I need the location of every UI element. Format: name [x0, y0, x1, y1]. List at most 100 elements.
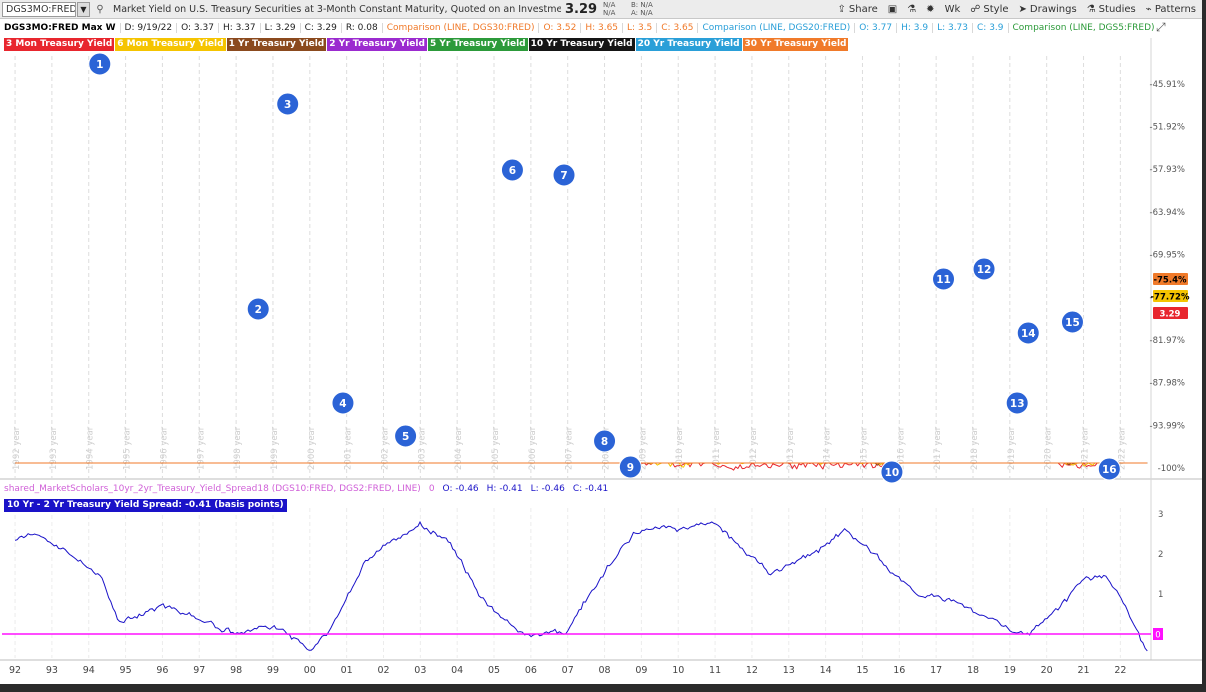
data-box-button[interactable]: ▣: [888, 4, 897, 15]
year-label: 1993 year: [49, 426, 59, 470]
x-tick-label: 20: [1041, 665, 1053, 676]
x-tick-label: 13: [783, 665, 795, 676]
annotation-label: 16: [1102, 464, 1117, 476]
quote-item: O: 3.52: [539, 22, 582, 33]
legend-item: 2 Yr Treasury Yield: [327, 38, 427, 51]
year-label: 2007 year: [565, 426, 575, 470]
annotation-marker: [1016, 321, 1040, 345]
year-label: 2017 year: [933, 426, 943, 470]
x-tick-label: 16: [893, 665, 905, 676]
annotation-label: 4: [339, 398, 346, 410]
annotation-marker: [593, 429, 617, 453]
annotation-label: 8: [601, 436, 608, 448]
year-label: 1994 year: [86, 426, 96, 470]
annotation-marker: [932, 267, 956, 291]
studies-label: Studies: [1098, 3, 1136, 15]
annotation-marker: [880, 460, 904, 484]
period-button[interactable]: Wk: [945, 4, 961, 15]
legend-item: 5 Yr Treasury Yield: [427, 38, 528, 51]
annotation-label: 12: [977, 264, 992, 276]
last-price: 3.29: [565, 1, 598, 17]
lower-title-item: shared_MarketScholars_10yr_2yr_Treasury_…: [4, 484, 421, 494]
year-label: 2012 year: [749, 426, 759, 470]
x-tick-label: 95: [120, 665, 132, 676]
year-label: 2013 year: [786, 426, 796, 470]
x-tick-label: 00: [304, 665, 316, 676]
share-button[interactable]: ⇪ Share: [838, 4, 878, 15]
x-tick-label: 98: [230, 665, 242, 676]
share-icon: ⇪: [837, 3, 846, 15]
year-label: 2000 year: [307, 426, 317, 470]
annotation-label: 1: [96, 59, 103, 71]
net-change-value: N/A: [603, 1, 616, 9]
year-label: 2009 year: [638, 426, 648, 470]
y-tick-label: -57.93%: [1150, 165, 1185, 175]
x-tick-label: 14: [820, 665, 832, 676]
year-label: 2021 year: [1081, 426, 1091, 470]
x-tick-label: 92: [9, 665, 21, 676]
x-tick-label: 15: [856, 665, 868, 676]
data-box-icon: ▣: [887, 3, 898, 15]
studies-button[interactable]: ⚗ Studies: [1087, 4, 1136, 15]
quote-item: H: 3.37: [219, 22, 261, 33]
style-button[interactable]: ☍ Style: [970, 4, 1008, 15]
symbol-dropdown-icon[interactable]: ▼: [77, 1, 90, 17]
annotation-label: 5: [402, 431, 409, 443]
studies-flask-icon: ⚗: [1086, 3, 1096, 15]
x-tick-label: 22: [1114, 665, 1126, 676]
annotation-marker: [276, 92, 300, 116]
year-label: 2004 year: [454, 426, 464, 470]
legend-item: 6 Mon Treasury Yield: [115, 38, 226, 51]
ask-value: A: N/A: [631, 9, 653, 17]
x-tick-label: 94: [83, 665, 95, 676]
quote-line: DGS3MO:FRED Max W D: 9/19/22 O: 3.37 H: 3.3…: [0, 19, 1155, 36]
link-icon[interactable]: ⚲: [96, 3, 104, 15]
quote-item: C: 3.65: [657, 22, 699, 33]
x-tick-label: 12: [746, 665, 758, 676]
x-tick-label: 18: [967, 665, 979, 676]
x-tick-label: 10: [672, 665, 684, 676]
year-label: 2015 year: [859, 426, 869, 470]
annotation-label: 14: [1021, 328, 1036, 340]
lower-title-item: 0: [428, 484, 435, 494]
lab-button[interactable]: ⚗: [907, 4, 916, 15]
settings-button[interactable]: ✹: [926, 4, 934, 15]
x-tick-label: 05: [488, 665, 500, 676]
annotation-marker: [618, 455, 642, 479]
annotation-marker: [246, 297, 270, 321]
annotation-marker: [972, 257, 996, 281]
patterns-icon: ⌁: [1145, 3, 1152, 15]
x-tick-label: 97: [193, 665, 205, 676]
x-tick-label: 09: [635, 665, 647, 676]
year-label: 2020 year: [1044, 426, 1054, 470]
legend-item: 30 Yr Treasury Yield: [742, 38, 849, 51]
year-label: 2018 year: [970, 426, 980, 470]
quote-item: C: 3.29: [301, 22, 342, 33]
period-label: Wk: [944, 3, 961, 15]
legend-item: 10 Yr Treasury Yield: [528, 38, 635, 51]
price-badge-label: 3.29: [1160, 310, 1181, 320]
quote-item: O: 3.77: [855, 22, 898, 33]
price-badge-label: -75.4%: [1153, 276, 1186, 286]
expand-icon[interactable]: ⤢: [1156, 20, 1166, 34]
quote-item: Comparison (LINE, DGS30:FRED): [383, 22, 540, 33]
drawings-button[interactable]: ➤ Drawings: [1019, 4, 1077, 15]
patterns-button[interactable]: ⌁ Patterns: [1146, 4, 1196, 15]
annotation-label: 11: [936, 274, 951, 286]
symbol-input[interactable]: DGS3MO:FRED: [2, 1, 76, 17]
x-tick-label: 11: [709, 665, 721, 676]
x-tick-label: 02: [377, 665, 389, 676]
x-tick-label: 04: [451, 665, 463, 676]
quote-item: Comparison (LINE, DGS20:FRED): [698, 22, 856, 33]
year-label: 1992 year: [12, 426, 22, 470]
x-tick-label: 01: [341, 665, 353, 676]
cursor-icon: ➤: [1018, 3, 1027, 15]
year-label: 1995 year: [123, 426, 133, 470]
spread-line: [14, 520, 1148, 652]
share-label: Share: [848, 3, 878, 15]
lower-y-tick-label: 3: [1158, 510, 1163, 520]
legend-item: 1 Yr Treasury Yield: [226, 38, 327, 51]
annotation-marker: [1097, 457, 1121, 481]
year-label: 2016 year: [896, 426, 906, 470]
x-tick-label: 99: [267, 665, 279, 676]
